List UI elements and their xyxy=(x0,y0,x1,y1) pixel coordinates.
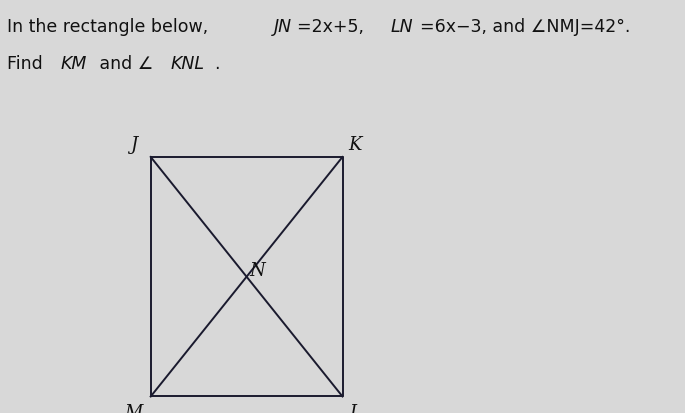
Text: L: L xyxy=(349,404,361,413)
Text: =2x+5,: =2x+5, xyxy=(297,18,369,36)
Text: LN: LN xyxy=(390,18,413,36)
Text: N: N xyxy=(249,261,264,280)
Text: J: J xyxy=(130,135,137,154)
Text: M: M xyxy=(125,404,142,413)
Text: KM: KM xyxy=(60,55,86,73)
Text: Find: Find xyxy=(7,55,48,73)
Text: and ∠: and ∠ xyxy=(94,55,153,73)
Text: JN: JN xyxy=(273,18,292,36)
Text: =6x−3, and ∠NMJ=42°.: =6x−3, and ∠NMJ=42°. xyxy=(420,18,630,36)
Text: .: . xyxy=(214,55,220,73)
Text: In the rectangle below,: In the rectangle below, xyxy=(7,18,214,36)
Text: K: K xyxy=(348,135,362,154)
Text: KNL: KNL xyxy=(171,55,205,73)
